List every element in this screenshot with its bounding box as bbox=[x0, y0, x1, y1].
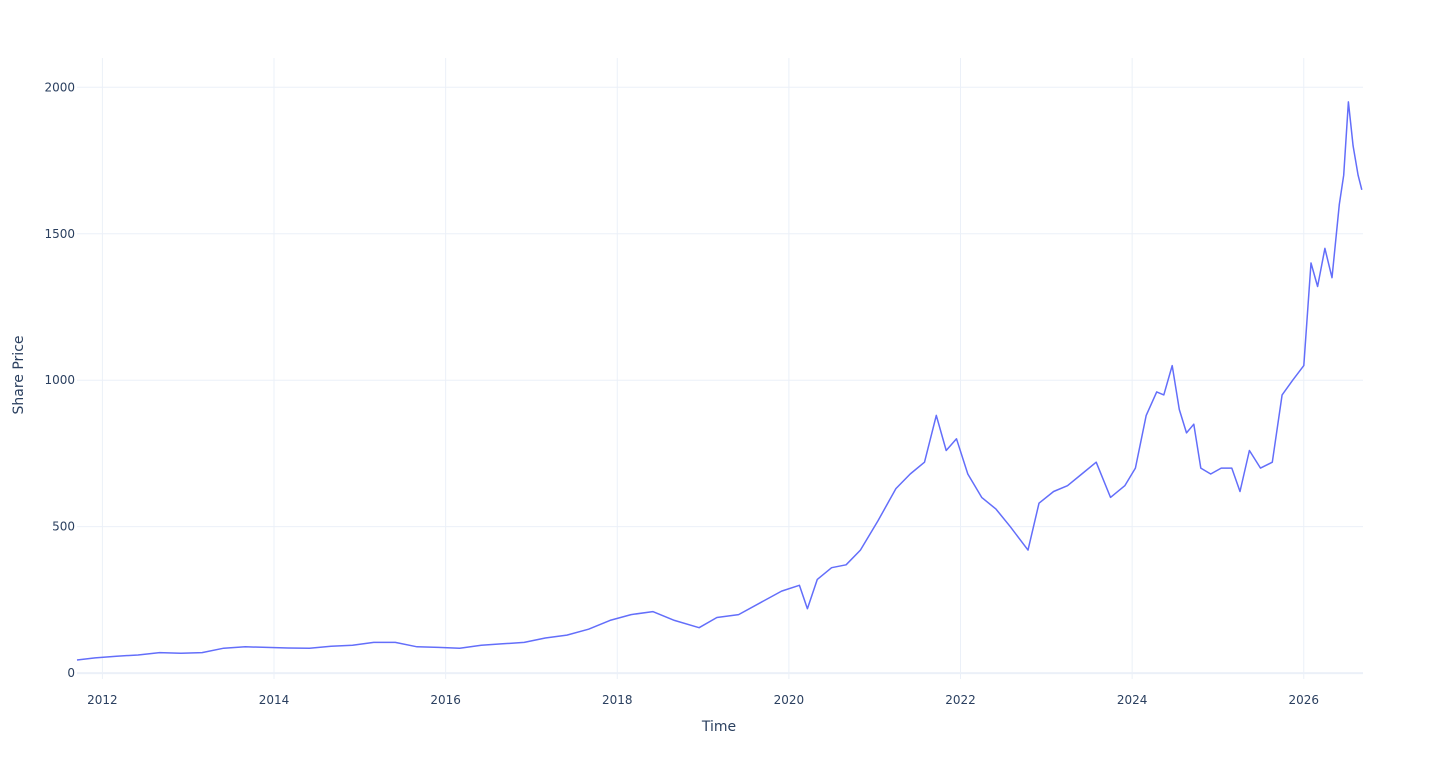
y-tick-label: 1000 bbox=[44, 373, 75, 387]
grid-lines bbox=[77, 58, 1363, 679]
x-tick-label: 2024 bbox=[1117, 693, 1148, 707]
y-axis-title: Share Price bbox=[11, 335, 27, 414]
y-tick-label: 2000 bbox=[44, 80, 75, 94]
y-tick-label: 500 bbox=[52, 520, 75, 534]
y-tick-label: 0 bbox=[67, 666, 75, 680]
y-axis-ticks: 0 500 1000 1500 2000 bbox=[44, 80, 75, 680]
series-line-0 bbox=[76, 101, 1363, 661]
x-tick-label: 2014 bbox=[259, 693, 290, 707]
y-tick-label: 1500 bbox=[44, 227, 75, 241]
x-axis-title: Time bbox=[701, 719, 736, 735]
x-tick-label: 2018 bbox=[602, 693, 633, 707]
x-tick-label: 2026 bbox=[1288, 693, 1319, 707]
series-group bbox=[76, 101, 1363, 661]
x-axis-ticks: 2012 2014 2016 2018 2020 2022 2024 2026 bbox=[87, 693, 1319, 707]
x-tick-label: 2020 bbox=[774, 693, 805, 707]
x-tick-label: 2022 bbox=[945, 693, 976, 707]
x-tick-label: 2016 bbox=[430, 693, 461, 707]
x-tick-label: 2012 bbox=[87, 693, 118, 707]
